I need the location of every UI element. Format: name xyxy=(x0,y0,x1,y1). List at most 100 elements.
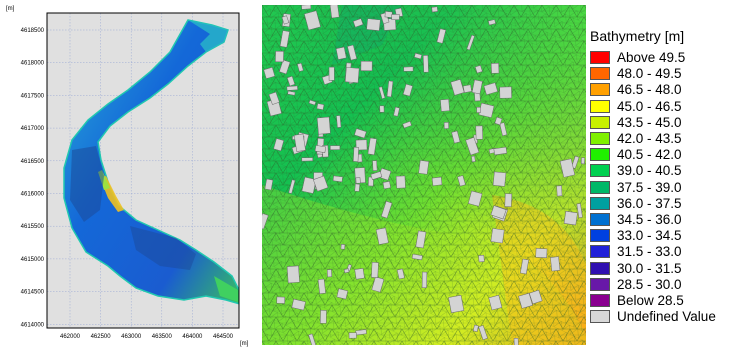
legend-label: 40.5 - 42.0 xyxy=(617,147,682,163)
building xyxy=(367,137,377,156)
legend-label: 37.5 - 39.0 xyxy=(617,179,682,195)
y-tick-label: 4615000 xyxy=(21,257,45,263)
building xyxy=(303,10,321,31)
building xyxy=(492,171,507,187)
building xyxy=(326,269,333,278)
legend-item: 28.5 - 30.0 xyxy=(590,277,682,292)
building xyxy=(474,64,483,74)
building xyxy=(528,289,543,305)
building xyxy=(478,254,485,263)
building xyxy=(396,268,405,280)
building xyxy=(431,176,443,187)
legend-swatch xyxy=(590,310,610,324)
building xyxy=(467,190,483,207)
building xyxy=(371,262,379,278)
legend-swatch xyxy=(590,148,610,162)
legend-label: 42.0 - 43.5 xyxy=(617,131,682,146)
building xyxy=(276,296,286,304)
building xyxy=(287,90,296,96)
building xyxy=(344,67,360,84)
legend-swatch xyxy=(590,245,610,259)
legend-item: 45.0 - 46.5 xyxy=(590,99,682,114)
building xyxy=(355,177,361,184)
building xyxy=(391,14,400,20)
overview-map-panel: [m] [m] 4618500 4618000 4617500 4617000 4616… xyxy=(0,0,258,347)
building xyxy=(286,85,298,91)
legend-label: 46.5 - 48.0 xyxy=(617,82,682,98)
building xyxy=(487,19,496,26)
y-tick-label: 4615500 xyxy=(21,224,45,230)
mesh-detail-map xyxy=(257,3,586,350)
legend-swatch xyxy=(590,261,610,275)
legend-label: Above 49.5 xyxy=(617,50,686,65)
building xyxy=(329,3,340,19)
legend-label: 39.0 - 40.5 xyxy=(617,163,682,179)
building xyxy=(402,83,413,97)
building xyxy=(336,115,342,128)
building xyxy=(520,258,529,275)
building xyxy=(483,82,498,96)
building xyxy=(278,59,291,75)
x-tick-label: 463500 xyxy=(152,334,173,340)
building xyxy=(382,181,391,190)
legend-item: 31.5 - 33.0 xyxy=(590,244,682,259)
building xyxy=(411,253,423,261)
building xyxy=(457,175,466,187)
building xyxy=(379,105,385,113)
building xyxy=(499,122,508,137)
legend-swatch xyxy=(590,180,610,194)
legend-item: 43.5 - 45.0 xyxy=(590,115,682,130)
legend-item: 34.5 - 36.0 xyxy=(590,212,682,227)
legend-item: 37.5 - 39.0 xyxy=(590,180,682,195)
legend-item: 33.0 - 34.5 xyxy=(590,228,682,243)
building xyxy=(330,145,341,150)
building xyxy=(490,62,500,74)
building xyxy=(493,146,508,156)
legend-label: 36.0 - 37.5 xyxy=(617,195,682,211)
building xyxy=(316,116,331,135)
building xyxy=(488,294,503,311)
building xyxy=(348,332,357,339)
building xyxy=(291,298,306,311)
building xyxy=(386,80,394,98)
legend-item: Below 28.5 xyxy=(590,293,684,308)
building xyxy=(328,66,335,81)
legend-label: 28.5 - 30.0 xyxy=(617,276,682,292)
y-tick-label: 4618500 xyxy=(21,28,45,34)
building xyxy=(478,325,488,341)
building xyxy=(370,171,383,180)
building xyxy=(440,98,450,112)
legend-label: 31.5 - 33.0 xyxy=(617,244,682,260)
building xyxy=(422,55,429,73)
building xyxy=(448,294,465,314)
building xyxy=(393,106,400,117)
y-tick-label: 4618000 xyxy=(21,61,45,67)
building xyxy=(576,203,583,219)
building xyxy=(366,18,381,31)
building xyxy=(451,130,461,144)
river-domain xyxy=(63,19,239,305)
building xyxy=(288,179,296,194)
building xyxy=(395,175,406,189)
building xyxy=(443,122,449,129)
building xyxy=(436,28,447,44)
building xyxy=(478,102,495,118)
legend-label: 34.5 - 36.0 xyxy=(617,212,682,227)
legend-title: Bathymetry [m] xyxy=(590,28,685,44)
building xyxy=(418,160,430,175)
legend-item: 36.0 - 37.5 xyxy=(590,196,682,211)
building xyxy=(380,200,393,219)
legend-item: 46.5 - 48.0 xyxy=(590,82,682,97)
building xyxy=(279,30,290,48)
building xyxy=(513,337,519,349)
buildings-undefined xyxy=(257,3,585,350)
building xyxy=(518,292,533,309)
building xyxy=(371,276,385,293)
building xyxy=(332,175,343,183)
building xyxy=(317,278,326,295)
legend-item: Undefined Value xyxy=(590,309,716,324)
building xyxy=(494,116,503,126)
building xyxy=(384,11,393,18)
building xyxy=(340,244,346,250)
legend-swatch xyxy=(590,277,610,291)
